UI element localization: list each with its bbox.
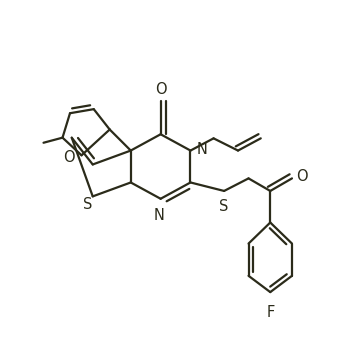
Text: S: S <box>83 197 92 212</box>
Text: O: O <box>155 82 166 97</box>
Text: O: O <box>296 169 308 184</box>
Text: N: N <box>197 142 207 158</box>
Text: S: S <box>219 199 229 215</box>
Text: F: F <box>266 305 274 320</box>
Text: O: O <box>63 149 75 164</box>
Text: N: N <box>154 208 164 223</box>
